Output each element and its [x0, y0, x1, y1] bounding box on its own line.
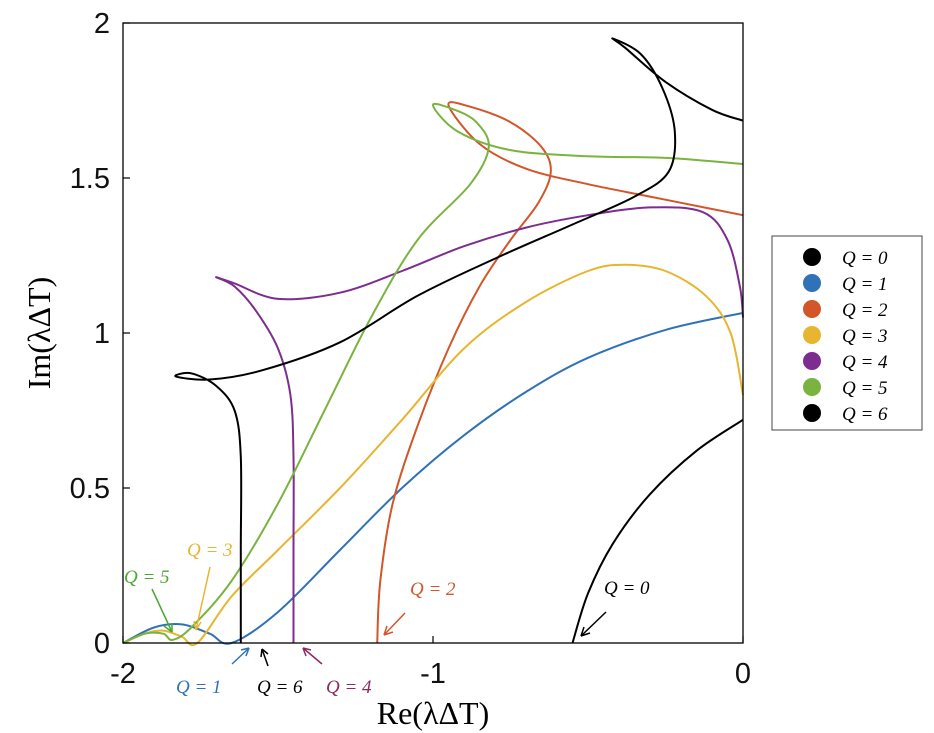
annotation-q2: Q = 2 — [410, 579, 456, 600]
legend-label-q2: Q = 2 — [842, 300, 888, 321]
legend-label-q5: Q = 5 — [842, 378, 888, 399]
legend-marker-q2 — [803, 300, 821, 318]
arrow-q5 — [151, 588, 173, 633]
legend: Q = 0 Q = 1 Q = 2 Q = 3 Q = 4 Q = 5 Q = 6 — [771, 235, 923, 431]
annotation-q0: Q = 0 — [604, 578, 650, 599]
annotation-q3: Q = 3 — [187, 540, 233, 561]
y-axis-label: Im(λΔT) — [21, 277, 57, 390]
annotation-q6: Q = 6 — [257, 677, 303, 698]
series-line-q1 — [122, 311, 744, 645]
legend-marker-q3 — [803, 326, 821, 344]
x-tick-label: -1 — [420, 658, 446, 690]
arrow-q3 — [195, 566, 211, 631]
y-tick-label: 1.5 — [70, 163, 110, 195]
series-curves — [122, 37, 744, 647]
arrow-q3-head — [193, 620, 202, 631]
legend-label-q4: Q = 4 — [842, 352, 888, 373]
arrow-q1 — [231, 647, 250, 665]
annotation-arrows — [151, 566, 607, 667]
y-tick-label: 2 — [94, 8, 110, 40]
arrow-q4-head — [302, 647, 312, 657]
legend-marker-q4 — [803, 352, 821, 370]
legend-items: Q = 0 Q = 1 Q = 2 Q = 3 Q = 4 Q = 5 Q = 6 — [803, 248, 888, 425]
legend-marker-q0 — [803, 248, 821, 266]
series-line-q4 — [215, 206, 744, 643]
series-line-q6 — [174, 37, 744, 644]
annotation-q1: Q = 1 — [176, 677, 222, 698]
y-tick-label: 0.5 — [70, 473, 110, 505]
y-tick-label: 0 — [94, 628, 110, 660]
annotation-q5: Q = 5 — [124, 567, 170, 588]
arrow-q6 — [261, 648, 269, 667]
x-tick-label: -2 — [110, 658, 136, 690]
legend-box — [771, 235, 923, 431]
annotation-q4: Q = 4 — [326, 677, 372, 698]
arrow-q4 — [302, 647, 323, 665]
arrow-q2-head — [383, 625, 394, 636]
x-tick-label: 0 — [735, 658, 751, 690]
legend-label-q0: Q = 0 — [842, 248, 888, 269]
legend-label-q6: Q = 6 — [842, 404, 888, 425]
series-line-q5 — [122, 102, 744, 644]
legend-label-q1: Q = 1 — [842, 274, 888, 295]
arrow-q6-head — [260, 648, 269, 658]
arrow-q0 — [580, 611, 607, 637]
y-tick-label: 1 — [94, 318, 110, 350]
arrow-q1-head — [240, 647, 250, 657]
arrow-q2 — [383, 612, 406, 636]
series-line-q2 — [376, 101, 744, 644]
legend-marker-q5 — [803, 378, 821, 396]
legend-marker-q1 — [803, 274, 821, 292]
legend-label-q3: Q = 3 — [842, 326, 888, 347]
x-axis-label: Re(λΔT) — [377, 695, 490, 731]
series-line-q0 — [571, 418, 744, 644]
legend-marker-q6 — [803, 404, 821, 422]
arrow-q0-head — [580, 626, 591, 637]
arrow-q5-head — [163, 623, 173, 633]
axis-ticks — [122, 22, 744, 644]
